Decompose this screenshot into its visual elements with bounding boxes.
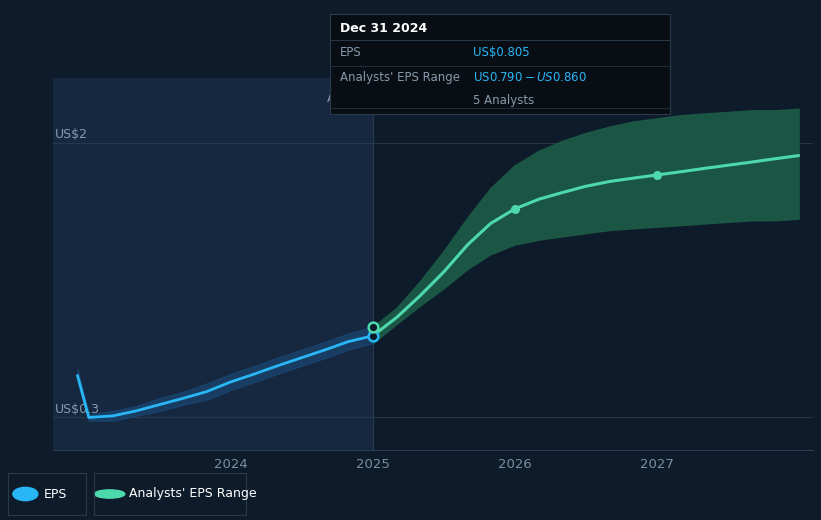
Text: Analysts' EPS Range: Analysts' EPS Range (130, 488, 257, 500)
Text: EPS: EPS (340, 46, 362, 59)
Text: Dec 31 2024: Dec 31 2024 (340, 22, 428, 35)
Text: Actual: Actual (328, 92, 365, 105)
Text: US$0.805: US$0.805 (473, 46, 530, 59)
Bar (53, 78, 373, 450)
Text: EPS: EPS (44, 488, 67, 500)
Circle shape (94, 490, 125, 498)
Text: 5 Analysts: 5 Analysts (473, 94, 534, 107)
Text: US$2: US$2 (55, 128, 88, 141)
Text: Analysts' EPS Range: Analysts' EPS Range (340, 71, 461, 84)
Circle shape (13, 487, 38, 501)
Text: Analysts Forecasts: Analysts Forecasts (381, 92, 491, 105)
Text: US$0.3: US$0.3 (55, 403, 100, 416)
Text: US$0.790 - US$0.860: US$0.790 - US$0.860 (473, 71, 586, 84)
